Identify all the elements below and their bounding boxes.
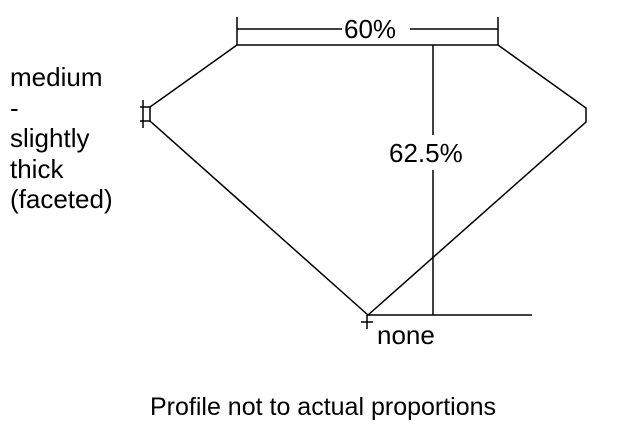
footer-note: Profile not to actual proportions (150, 393, 497, 421)
table-percent-label: 60% (344, 14, 397, 44)
girdle-label-line: (faceted) (10, 184, 113, 214)
culet-label: none (377, 320, 435, 350)
depth-percent-label: 62.5% (389, 138, 463, 168)
girdle-label-line: - (10, 92, 19, 123)
girdle-label: medium - slightly thick (faceted) (10, 62, 150, 215)
girdle-label-line: medium (10, 62, 103, 92)
girdle-label-line: slightly (10, 123, 90, 153)
gem-outline (149, 44, 587, 317)
girdle-label-line: thick (10, 153, 64, 184)
